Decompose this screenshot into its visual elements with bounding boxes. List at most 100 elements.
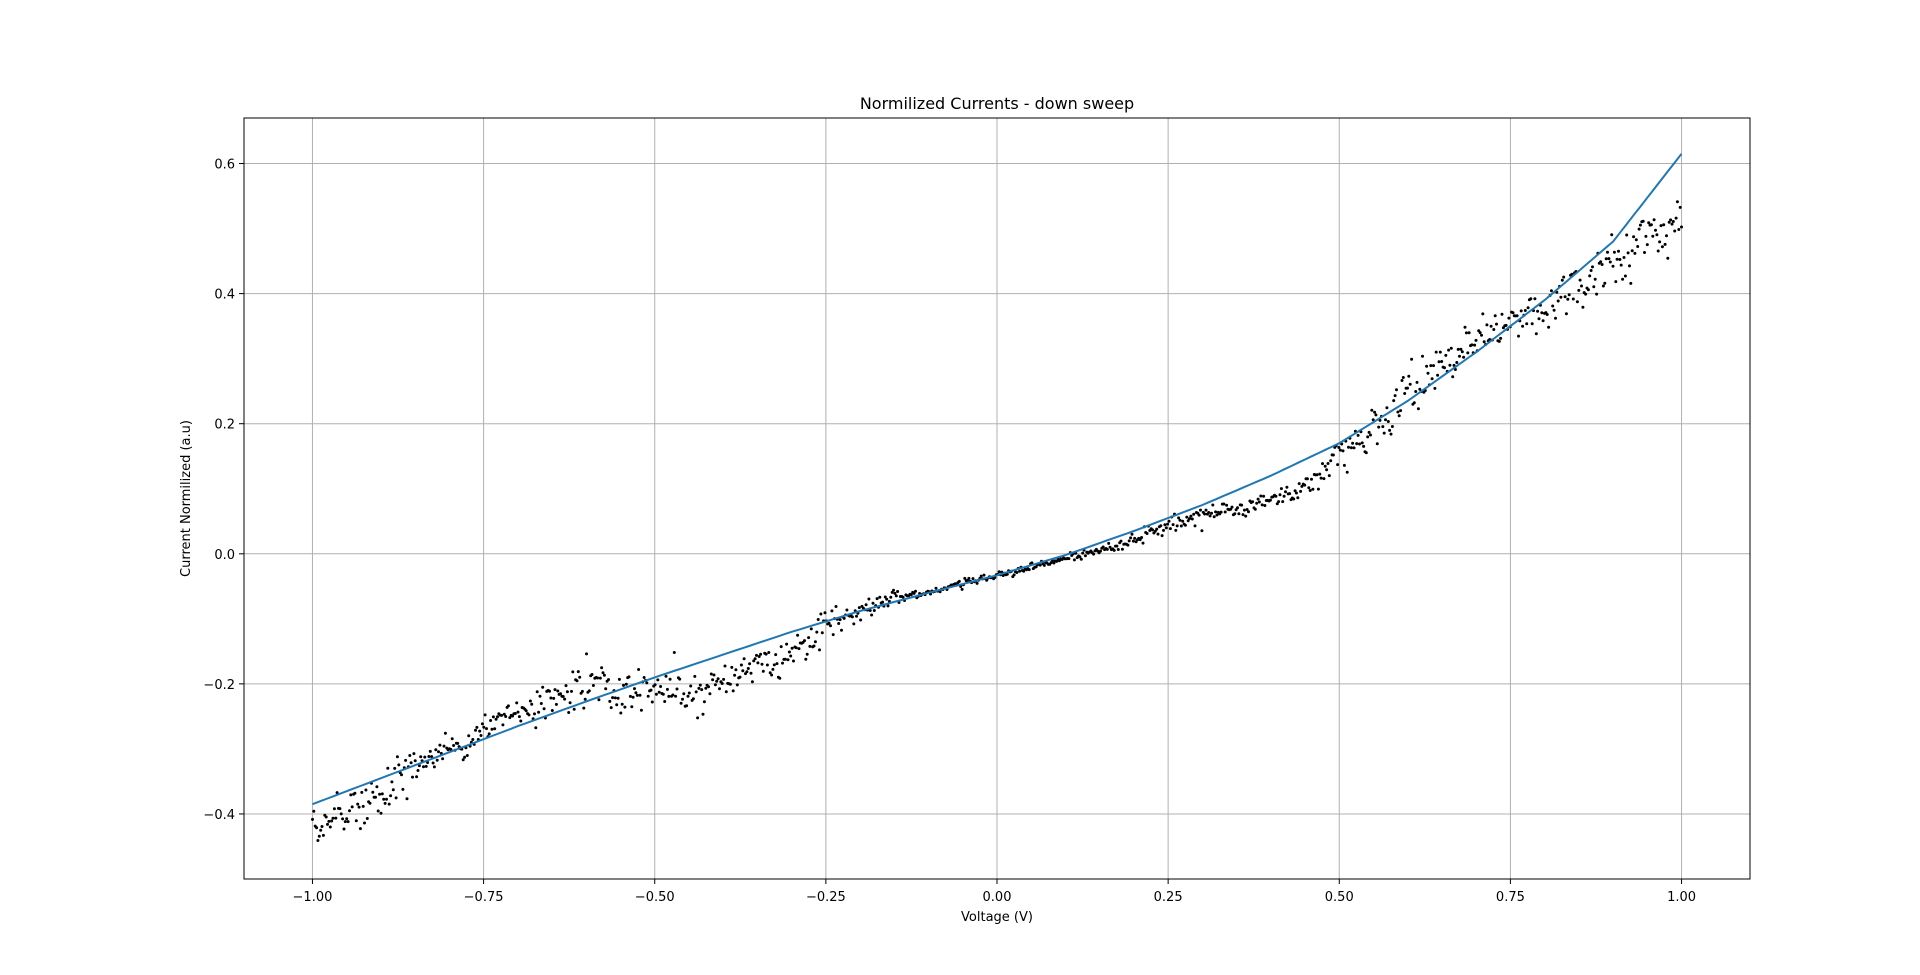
scatter-point	[975, 581, 979, 585]
scatter-point	[1192, 512, 1196, 516]
scatter-point	[1645, 243, 1649, 247]
scatter-point	[360, 790, 364, 794]
scatter-point	[1619, 263, 1623, 267]
scatter-point	[538, 694, 542, 698]
scatter-point	[1370, 408, 1374, 412]
scatter-point	[435, 758, 439, 762]
scatter-point	[554, 702, 558, 706]
scatter-point	[1449, 346, 1453, 350]
scatter-point	[1582, 291, 1586, 295]
scatter-point	[1223, 510, 1227, 514]
scatter-point	[631, 695, 635, 699]
scatter-point	[312, 809, 316, 813]
scatter-point	[1131, 539, 1135, 543]
scatter-point	[1534, 332, 1538, 336]
scatter-point	[1316, 487, 1320, 491]
scatter-point	[356, 802, 360, 806]
scatter-point	[1397, 414, 1401, 418]
scatter-point	[1234, 508, 1238, 512]
scatter-point	[337, 806, 340, 810]
scatter-point	[535, 690, 539, 694]
scatter-point	[317, 834, 321, 838]
scatter-point	[1215, 513, 1219, 517]
scatter-point	[1281, 500, 1285, 504]
scatter-point	[1129, 536, 1133, 540]
scatter-point	[358, 827, 362, 831]
scatter-point	[1109, 548, 1113, 552]
scatter-point	[434, 748, 438, 752]
scatter-point	[813, 640, 817, 644]
scatter-point	[734, 668, 738, 672]
scatter-point	[819, 612, 823, 616]
scatter-point	[323, 813, 327, 817]
scatter-point	[1319, 476, 1323, 480]
scatter-point	[1577, 288, 1581, 292]
scatter-point	[768, 671, 772, 675]
scatter-point	[1603, 281, 1607, 285]
scatter-point	[416, 769, 420, 772]
scatter-point	[763, 651, 767, 655]
scatter-point	[674, 694, 678, 698]
scatter-point	[883, 595, 887, 599]
scatter-point	[431, 761, 435, 765]
scatter-point	[1072, 558, 1076, 562]
scatter-point	[864, 603, 868, 607]
scatter-point	[1588, 274, 1592, 278]
scatter-point	[1237, 512, 1241, 516]
y-tick-label: 0.4	[214, 288, 235, 303]
scatter-point	[1680, 225, 1683, 229]
scatter-point	[1175, 524, 1179, 528]
scatter-point	[354, 819, 358, 823]
scatter-point	[1371, 418, 1375, 422]
scatter-point	[502, 712, 506, 716]
scatter-point	[428, 749, 432, 753]
scatter-point	[1186, 519, 1190, 523]
scatter-point	[1591, 265, 1594, 269]
scatter-point	[385, 797, 388, 801]
scatter-point	[831, 633, 835, 637]
scatter-point	[823, 611, 827, 615]
scatter-point	[1414, 390, 1418, 393]
scatter-point	[1194, 511, 1198, 514]
scatter-point	[845, 608, 849, 612]
scatter-point	[771, 667, 775, 671]
scatter-point	[1296, 496, 1300, 500]
scatter-point	[552, 696, 556, 700]
y-tick-label: 0.2	[214, 418, 235, 433]
scatter-point	[650, 700, 654, 704]
scatter-point	[1601, 284, 1605, 288]
scatter-point	[1473, 343, 1477, 347]
scatter-point	[724, 690, 728, 694]
scatter-point	[1238, 503, 1242, 507]
scatter-point	[829, 624, 832, 628]
scatter-point	[589, 674, 593, 678]
scatter-point	[1440, 360, 1444, 363]
scatter-point	[1171, 523, 1175, 527]
scatter-point	[637, 668, 641, 671]
scatter-point	[327, 819, 331, 823]
y-axis-ticks: −0.4 −0.2 0.0 0.2 0.4 0.6	[203, 158, 244, 823]
scatter-point	[1455, 361, 1459, 364]
scatter-point	[1507, 316, 1511, 320]
scatter-point	[1205, 512, 1209, 516]
scatter-point	[1322, 477, 1326, 481]
scatter-point	[1549, 289, 1553, 293]
scatter-point	[496, 715, 499, 719]
scatter-point	[1643, 251, 1646, 254]
scatter-point	[850, 615, 854, 619]
scatter-point	[1216, 510, 1220, 514]
scatter-point	[1543, 311, 1546, 315]
scatter-point	[461, 758, 465, 762]
scatter-point	[1116, 548, 1120, 551]
scatter-point	[663, 700, 667, 703]
scatter-point	[423, 755, 427, 759]
scatter-point	[1644, 234, 1648, 238]
scatter-point	[386, 766, 390, 770]
scatter-point	[1482, 340, 1486, 344]
scatter-point	[1327, 474, 1331, 478]
scatter-point	[1633, 251, 1637, 255]
scatter-point	[642, 676, 646, 679]
scatter-point	[501, 723, 505, 727]
fit-line	[312, 153, 1683, 806]
scatter-point	[1374, 413, 1378, 417]
